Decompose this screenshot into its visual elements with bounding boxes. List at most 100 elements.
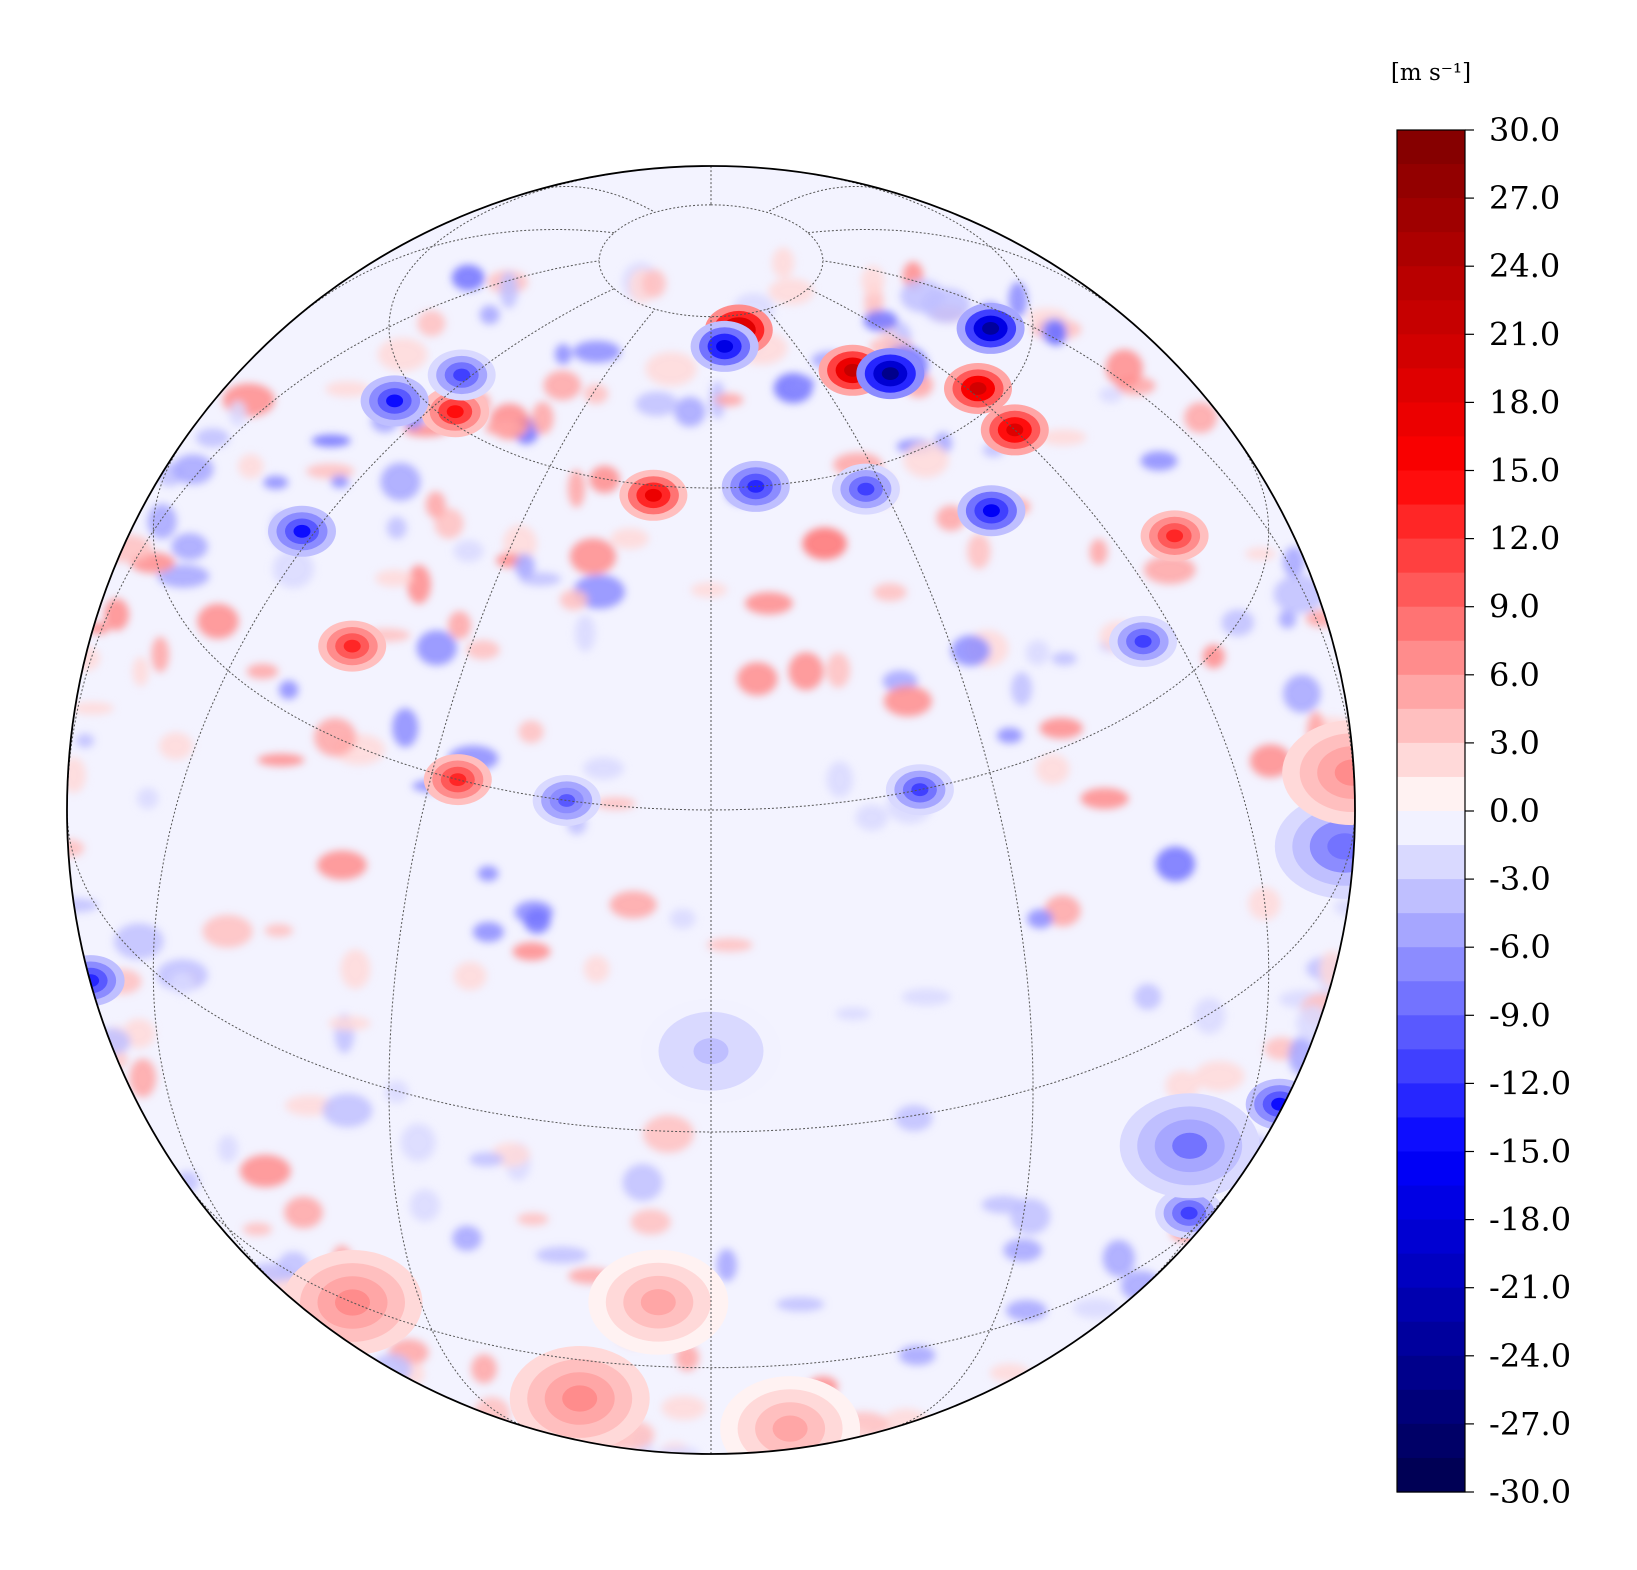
colorbar-tick-label: -30.0 [1489,1473,1571,1511]
field-feature [1134,635,1152,648]
field-cell [122,1018,155,1049]
colorbar-tick-label: 0.0 [1489,792,1540,830]
field-cell [392,708,419,748]
field-cell [514,553,535,578]
field-cell [835,1007,871,1021]
colorbar-band [1397,232,1465,267]
field-feature [386,394,404,408]
field-cell [1051,652,1077,666]
field-cell [375,569,413,587]
graticule-meridian [535,186,656,213]
field-feature [857,482,875,496]
field-cell [622,1163,663,1202]
field-cell [898,1345,936,1366]
field-cell [981,1195,1025,1214]
field-cell [306,463,355,479]
field-feature [343,639,361,653]
field-cell [477,865,499,882]
field-feature [446,405,464,419]
colorbar-band [1397,198,1465,233]
field-cell [745,592,793,615]
field-cell [328,1016,371,1031]
field-cell [716,1248,737,1282]
field-feature [1327,833,1355,860]
field-cell [197,603,239,639]
colorbar-tick-label: 30.0 [1489,111,1560,149]
field-cell [285,1095,334,1116]
colorbar-band [1397,913,1465,948]
field-cell [242,1222,272,1236]
field-cell [895,1105,933,1132]
field-cell [1044,895,1081,927]
field-cell [425,491,446,519]
field-cell [1202,644,1225,669]
colorbar-band [1397,470,1465,506]
field-cell [1040,429,1087,446]
colorbar-band [1397,402,1465,438]
field-cell [217,1135,238,1163]
field-cell [330,475,349,489]
field-cell [1045,321,1067,346]
field-feature [982,322,1000,335]
field-cell [1155,846,1196,882]
colorbar-band [1397,1321,1465,1357]
colorbar-band [1397,572,1465,608]
field-cell [279,680,299,700]
field-cell [1003,1238,1043,1262]
field-cell [559,589,588,611]
field-cell [1134,983,1162,1010]
field-cell [512,942,551,961]
field-cell [448,611,471,640]
field-cell [630,1209,671,1235]
colorbar-tick-label: 21.0 [1489,315,1560,353]
globe-outline [66,165,1356,1455]
field-cell [132,656,149,687]
graticule-meridian [388,308,656,1429]
colorbar-band [1397,742,1465,778]
colorbar-band [1397,981,1465,1016]
colorbar-tick-label: 18.0 [1489,383,1560,421]
field-cell [997,727,1023,744]
field-cell [1035,754,1070,785]
field-cell [311,434,351,447]
colorbar-tick-label: -27.0 [1489,1405,1571,1443]
field-cell [451,264,485,291]
colorbar-band [1397,1457,1465,1493]
colorbar-bands [1397,130,1465,1493]
field-cell [499,271,518,309]
field-cell [171,533,208,561]
field-feature [1172,1132,1208,1159]
field-cell [229,400,247,427]
field-feature [1006,423,1024,437]
field-cell [883,685,932,717]
field-cell [137,787,159,810]
field-cell [855,804,889,831]
field-cell [380,462,421,501]
graticule-meridian [766,186,887,213]
colorbar-band [1397,640,1465,676]
globe [66,165,1356,1455]
field-cell [583,757,624,780]
field-cell [479,305,500,325]
graticule-parallel [186,1183,1236,1369]
field-cell [802,527,847,560]
field-cell [1245,547,1276,561]
field-cell [71,701,114,715]
colorbar-tick-label: -3.0 [1489,860,1551,898]
field-cell [569,538,617,575]
field-cell [257,753,305,767]
field-cell [1073,1298,1119,1319]
field-cell [434,508,464,539]
graticule-meridian [807,288,1270,1293]
field-cell [471,1354,497,1384]
field-cell [466,640,500,660]
colorbar-band [1397,130,1465,165]
field-feature [772,1415,808,1442]
field-cell [635,391,679,417]
field-cell [642,269,667,298]
field-feature [640,1289,676,1316]
field-cell [967,533,991,569]
graticule-meridian [289,228,615,323]
field-cell [921,288,971,323]
field-cell [409,1189,440,1222]
